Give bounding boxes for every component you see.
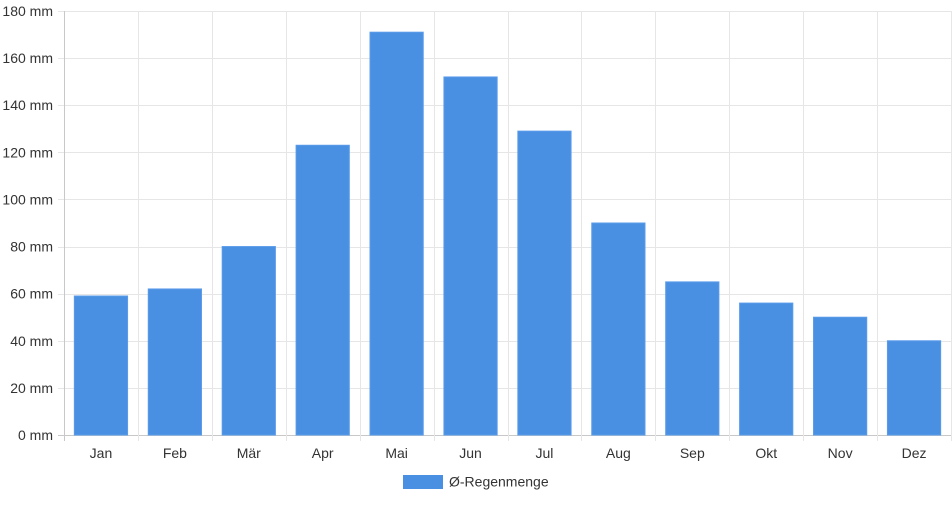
y-tick-label: 120 mm — [2, 144, 53, 160]
y-tick-label: 0 mm — [18, 427, 53, 443]
x-tick-label: Nov — [828, 445, 853, 461]
bar[interactable] — [147, 288, 202, 436]
y-tick-label: 40 mm — [10, 333, 53, 349]
bar[interactable] — [813, 316, 868, 436]
labels-layer: 0 mm 20 mm 40 mm 60 mm 80 mm 100 mm 120 mm 140 … — [2, 3, 926, 461]
x-tick-label: Jul — [536, 445, 554, 461]
y-tick-label: 140 mm — [2, 97, 53, 113]
legend-swatch[interactable] — [403, 475, 443, 489]
x-tick-label: Mär — [237, 445, 261, 461]
bar[interactable] — [665, 281, 720, 436]
bar[interactable] — [73, 295, 129, 436]
bar[interactable] — [369, 31, 424, 436]
bar[interactable] — [295, 144, 350, 436]
x-tick-label: Feb — [163, 445, 187, 461]
bars-layer — [73, 31, 942, 436]
y-tick-label: 160 mm — [2, 50, 53, 66]
y-tick-label: 20 mm — [10, 380, 53, 396]
x-tick-label: Okt — [755, 445, 777, 461]
y-tick-label: 180 mm — [2, 3, 53, 19]
bar[interactable] — [739, 302, 794, 436]
x-tick-label: Mai — [385, 445, 408, 461]
y-tick-label: 60 mm — [10, 286, 53, 302]
bar[interactable] — [591, 222, 646, 436]
legend[interactable]: Ø-Regenmenge — [403, 474, 549, 490]
bar[interactable] — [886, 340, 942, 436]
x-tick-label: Dez — [902, 445, 927, 461]
x-tick-label: Jan — [90, 445, 113, 461]
x-tick-label: Jun — [459, 445, 482, 461]
y-tick-label: 100 mm — [2, 191, 53, 207]
y-tick-label: 80 mm — [10, 239, 53, 255]
x-tick-label: Apr — [312, 445, 334, 461]
bar[interactable] — [517, 130, 572, 436]
x-tick-label: Aug — [606, 445, 631, 461]
bar[interactable] — [221, 246, 276, 436]
bar[interactable] — [443, 76, 498, 436]
x-tick-label: Sep — [680, 445, 705, 461]
legend-label[interactable]: Ø-Regenmenge — [449, 474, 549, 490]
